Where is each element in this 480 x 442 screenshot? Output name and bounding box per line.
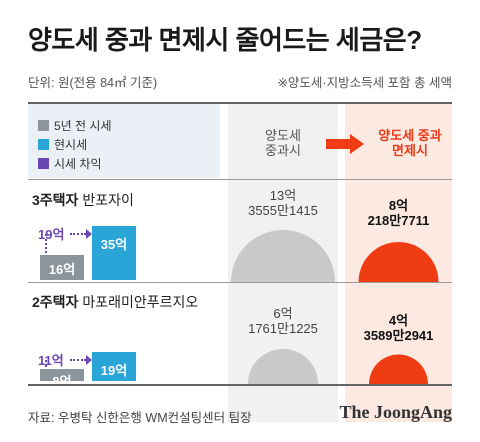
brand-logo: The JoongAng: [339, 402, 452, 422]
heavy-tax-semicircle-shape-1: [231, 230, 335, 282]
source-credit: 자료: 우병탁 신한은행 WM컨설팅센터 팀장: [28, 411, 252, 425]
exempt-tax-value-2-line1: 4억: [388, 313, 409, 328]
row-title-1: 3주택자 반포자이: [32, 190, 134, 210]
gain-label-2: 11억: [38, 353, 64, 368]
exempt-tax-value-1-line2: 218만7711: [367, 213, 430, 228]
heavy-tax-semicircle-shape-2: [247, 348, 319, 384]
legend-item-current-price: 현시세: [38, 136, 87, 153]
column-header-exempt-tax: 양도세 중과 면제시: [368, 128, 452, 158]
heavy-tax-value-2-line2: 1761만1225: [248, 321, 318, 336]
column-header-exempt-line2: 면제시: [392, 143, 428, 158]
arrow-right-icon: [326, 134, 364, 154]
legend-label-now: 현시세: [54, 138, 88, 152]
row-divider-1: [28, 179, 452, 180]
footnote-label: ※양도세·지방소득세 포함 총 세액: [277, 76, 452, 90]
gain-label-1: 19억: [38, 227, 65, 242]
legend-swatch-gain: [38, 158, 49, 169]
legend-label-gain: 시세 차익: [54, 157, 102, 171]
heavy-tax-value-1-line2: 3555만1415: [248, 203, 318, 218]
exempt-tax-value-2: 4억 3589만2941: [345, 313, 452, 343]
heavy-tax-semicircle-2: [247, 348, 319, 384]
exempt-tax-value-1-line1: 8억: [388, 198, 409, 213]
legend-swatch-past: [38, 120, 49, 131]
gain-arrow-head-icon-2: [86, 355, 92, 365]
row-type-label-1: 3주택자: [32, 192, 79, 208]
bar-current-price-1: [92, 226, 136, 280]
gain-dotted-line-2: [45, 360, 47, 367]
heavy-tax-semicircle-1: [231, 230, 335, 282]
legend-item-past-price: 5년 전 시세: [38, 117, 112, 134]
exempt-tax-semicircle-2: [369, 354, 428, 384]
bar-past-price-label-1: 16억: [48, 261, 76, 277]
bar-past-price-label-2: 8억: [52, 374, 72, 389]
row-name-2: 마포래미안푸르지오: [82, 294, 199, 310]
exempt-tax-semicircle-1: [358, 241, 439, 282]
bar-past-price-2: [40, 369, 84, 381]
exempt-tax-semicircle-shape-2: [369, 354, 428, 384]
heavy-tax-value-2-line1: 6억: [273, 306, 293, 321]
bar-current-price-label-2: 19억: [100, 363, 128, 378]
heavy-tax-value-1: 13억 3555만1415: [228, 188, 338, 218]
column-header-heavy-line1: 양도세: [265, 128, 301, 143]
legend-label-past: 5년 전 시세: [54, 119, 112, 133]
legend-swatch-now: [38, 139, 49, 150]
legend-panel: [28, 104, 220, 178]
bar-current-price-2: [92, 352, 136, 381]
column-header-heavy-line2: 중과시: [265, 143, 301, 158]
row-title-2: 2주택자 마포래미안푸르지오: [32, 292, 198, 312]
heavy-tax-value-1-line1: 13억: [269, 188, 297, 203]
column-header-exempt-line1: 양도세 중과: [378, 128, 442, 143]
gain-arrow-head-icon-1: [86, 229, 92, 239]
bar-current-price-label-1: 35억: [100, 237, 128, 252]
bar-past-price-1: [40, 255, 84, 280]
row-divider-2: [28, 282, 452, 283]
row-type-label-2: 2주택자: [32, 294, 79, 310]
unit-label: 단위: 원(전용 84㎡ 기준): [28, 76, 158, 90]
gain-arrow-line-1: [70, 233, 86, 235]
row-name-1: 반포자이: [82, 192, 134, 208]
exempt-tax-semicircle-shape-1: [358, 241, 439, 282]
column-header-heavy-tax: 양도세 중과시: [228, 128, 338, 158]
gain-arrow-line-2: [70, 359, 86, 361]
heavy-tax-value-2: 6억 1761만1225: [228, 306, 338, 336]
bottom-divider: [28, 384, 452, 386]
gain-dotted-line-1: [45, 234, 47, 253]
exempt-tax-value-2-line2: 3589만2941: [363, 328, 434, 343]
top-divider: [28, 102, 452, 104]
legend-item-gain: 시세 차익: [38, 155, 102, 172]
exempt-tax-value-1: 8억 218만7711: [345, 198, 452, 228]
chart-title: 양도세 중과 면제시 줄어드는 세금은?: [28, 25, 422, 55]
